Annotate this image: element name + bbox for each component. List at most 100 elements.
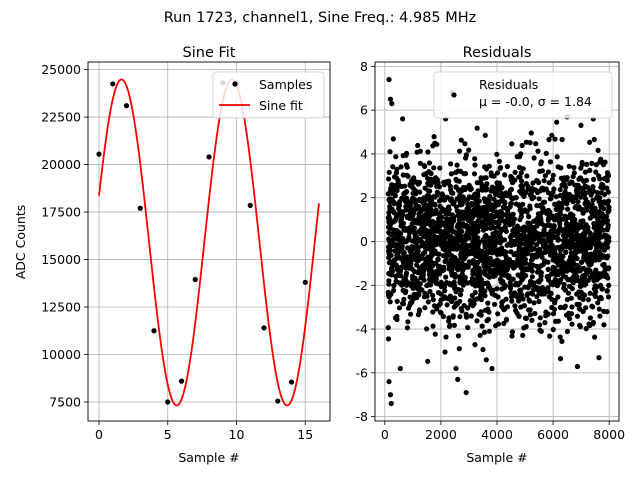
residual-point (537, 220, 543, 226)
residual-point (459, 308, 465, 314)
x-tick-label: 6000 (537, 427, 569, 442)
residual-point (590, 184, 596, 190)
residual-point (531, 280, 537, 286)
residual-point (588, 251, 594, 257)
residual-point (426, 178, 433, 184)
x-tick-label: 2000 (425, 427, 457, 442)
residual-point (523, 273, 529, 279)
residual-point (565, 194, 571, 200)
residual-point (514, 154, 520, 160)
residual-point (460, 212, 466, 218)
residual-point (594, 190, 601, 196)
residual-point (560, 263, 566, 269)
residual-point (449, 245, 455, 251)
residual-point (512, 263, 519, 269)
residual-point (416, 213, 422, 219)
residual-point (493, 229, 499, 235)
residual-point (508, 290, 514, 296)
residual-point (574, 313, 581, 319)
residual-point (534, 242, 540, 248)
residual-point (589, 160, 595, 166)
residual-point (394, 185, 400, 191)
residual-point (448, 196, 454, 202)
residual-point (455, 168, 461, 174)
residual-point (605, 209, 611, 215)
residual-point (443, 334, 449, 340)
residual-point (442, 294, 448, 300)
residual-point (429, 248, 435, 254)
residual-point (486, 163, 492, 169)
residual-point (423, 219, 429, 225)
residual-point (516, 202, 522, 208)
residual-point (522, 246, 528, 252)
residual-point (427, 282, 434, 288)
residual-point (425, 254, 431, 260)
residual-point (546, 137, 552, 143)
residual-point (445, 233, 451, 239)
residual-point (538, 159, 545, 165)
residual-point (508, 201, 514, 207)
y-tick-label: 0 (360, 234, 368, 249)
residual-point (604, 288, 610, 294)
residual-point (557, 216, 563, 222)
residual-point (501, 282, 507, 288)
residual-point (401, 251, 407, 257)
residual-point (472, 265, 478, 272)
residual-point (486, 197, 492, 203)
residual-point (482, 217, 488, 223)
residual-point (404, 282, 410, 288)
residual-point (400, 301, 407, 307)
residual-point (472, 162, 478, 168)
residual-point (597, 159, 603, 165)
residual-point (463, 155, 469, 161)
residual-point (598, 296, 604, 302)
residual-point (567, 276, 573, 282)
residual-point (542, 173, 549, 179)
residual-point (561, 281, 567, 288)
residual-point (516, 174, 522, 180)
residual-point (550, 267, 556, 273)
residual-point (524, 239, 530, 245)
residual-point (587, 139, 593, 145)
residual-point (559, 205, 565, 211)
sample-point (110, 81, 116, 87)
residual-point (386, 260, 392, 266)
residual-point (480, 289, 486, 295)
residual-point (511, 226, 517, 232)
legend-samples-marker (232, 81, 238, 87)
residual-point (470, 238, 476, 245)
residual-point (537, 277, 543, 283)
residual-point (466, 259, 472, 265)
residual-point (596, 355, 602, 361)
residual-point (553, 228, 559, 234)
residual-point (438, 233, 444, 239)
residual-point (581, 178, 587, 184)
residual-point (446, 315, 452, 321)
residual-point (546, 273, 552, 280)
residual-point (391, 201, 397, 207)
residual-point (564, 201, 570, 207)
residual-point (425, 188, 431, 194)
residual-point (468, 219, 474, 225)
residual-point (539, 168, 546, 174)
residual-point (428, 202, 434, 208)
sine-fit-samples-layer (96, 80, 308, 405)
residual-point (579, 159, 585, 166)
residual-point (404, 325, 410, 331)
residual-point (428, 170, 434, 177)
residual-point (416, 229, 422, 235)
residual-point (577, 295, 583, 301)
residual-point (442, 258, 448, 265)
residual-point (489, 290, 495, 297)
residual-point (572, 205, 578, 211)
residual-point (387, 392, 394, 398)
residual-point (434, 189, 440, 195)
residual-point (410, 210, 416, 217)
residual-point (425, 299, 431, 305)
residual-point (476, 265, 482, 271)
residual-point (434, 269, 440, 275)
residual-point (437, 264, 444, 270)
residual-point (507, 262, 513, 268)
residual-point (455, 333, 462, 339)
residual-point (436, 251, 442, 257)
